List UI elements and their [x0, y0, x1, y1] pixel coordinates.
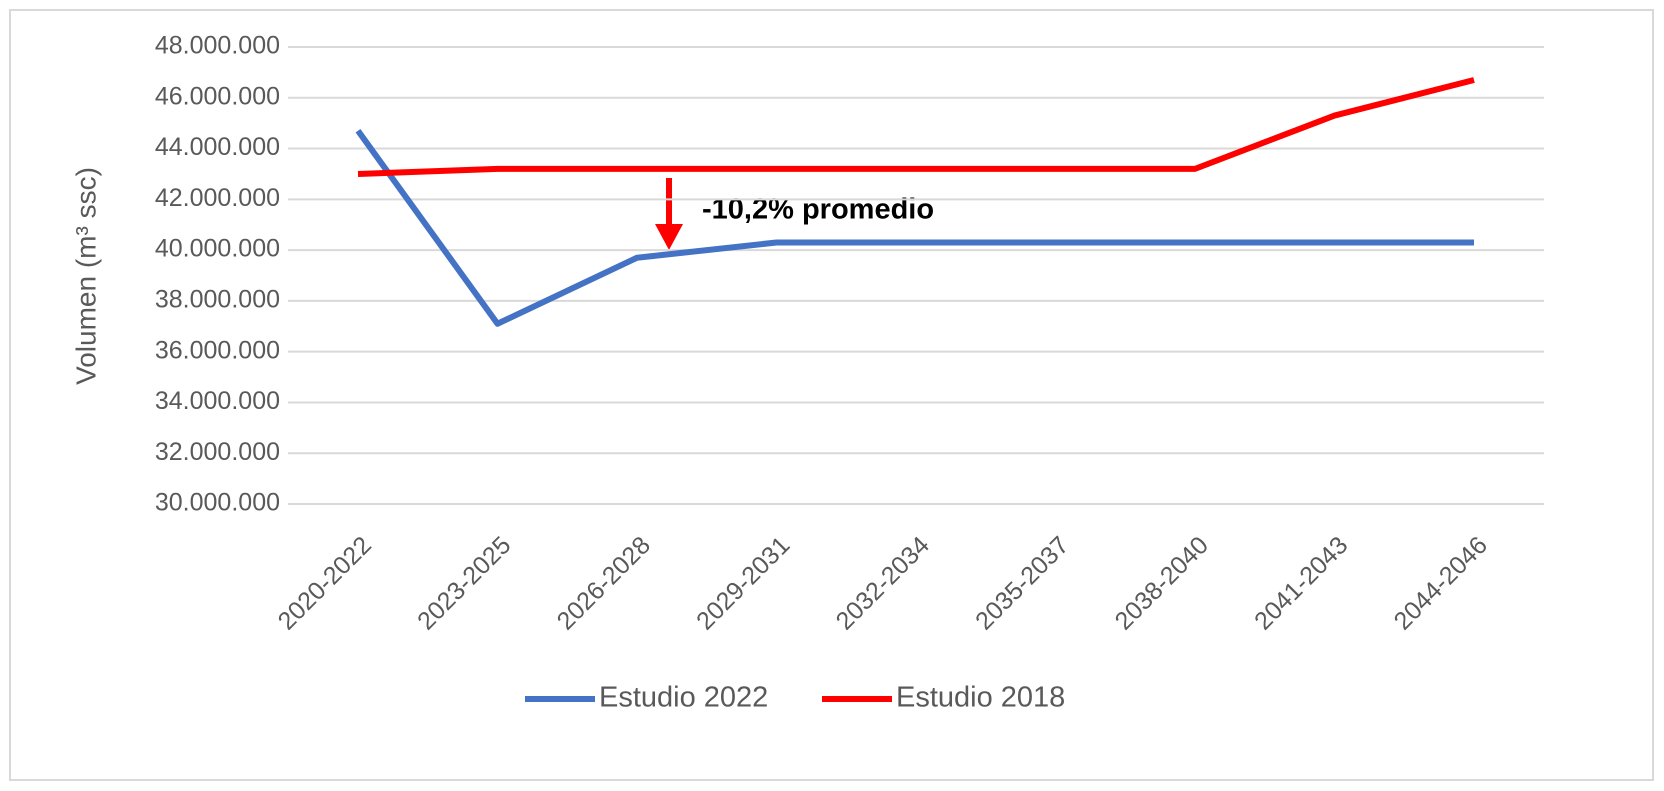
y-tick-label: 36.000.000: [155, 336, 280, 364]
series-line: [357, 77, 1475, 177]
y-tick-label: 44.000.000: [155, 133, 280, 161]
y-axis-label: Volumen (m³ ssc): [70, 167, 101, 385]
annotation-arrowhead: [655, 224, 683, 250]
y-tick-label: 38.000.000: [155, 285, 280, 313]
chart-frame: [9, 9, 1654, 781]
y-tick-label: 32.000.000: [155, 438, 280, 466]
legend-label: Estudio 2018: [896, 682, 1065, 714]
y-tick-label: 40.000.000: [155, 235, 280, 263]
y-tick-label: 48.000.000: [155, 32, 280, 60]
y-tick-label: 30.000.000: [155, 489, 280, 517]
y-tick-label: 46.000.000: [155, 82, 280, 110]
y-tick-label: 42.000.000: [155, 184, 280, 212]
legend-label: Estudio 2022: [599, 682, 768, 714]
series-line: [355, 129, 1474, 327]
y-tick-label: 34.000.000: [155, 387, 280, 415]
